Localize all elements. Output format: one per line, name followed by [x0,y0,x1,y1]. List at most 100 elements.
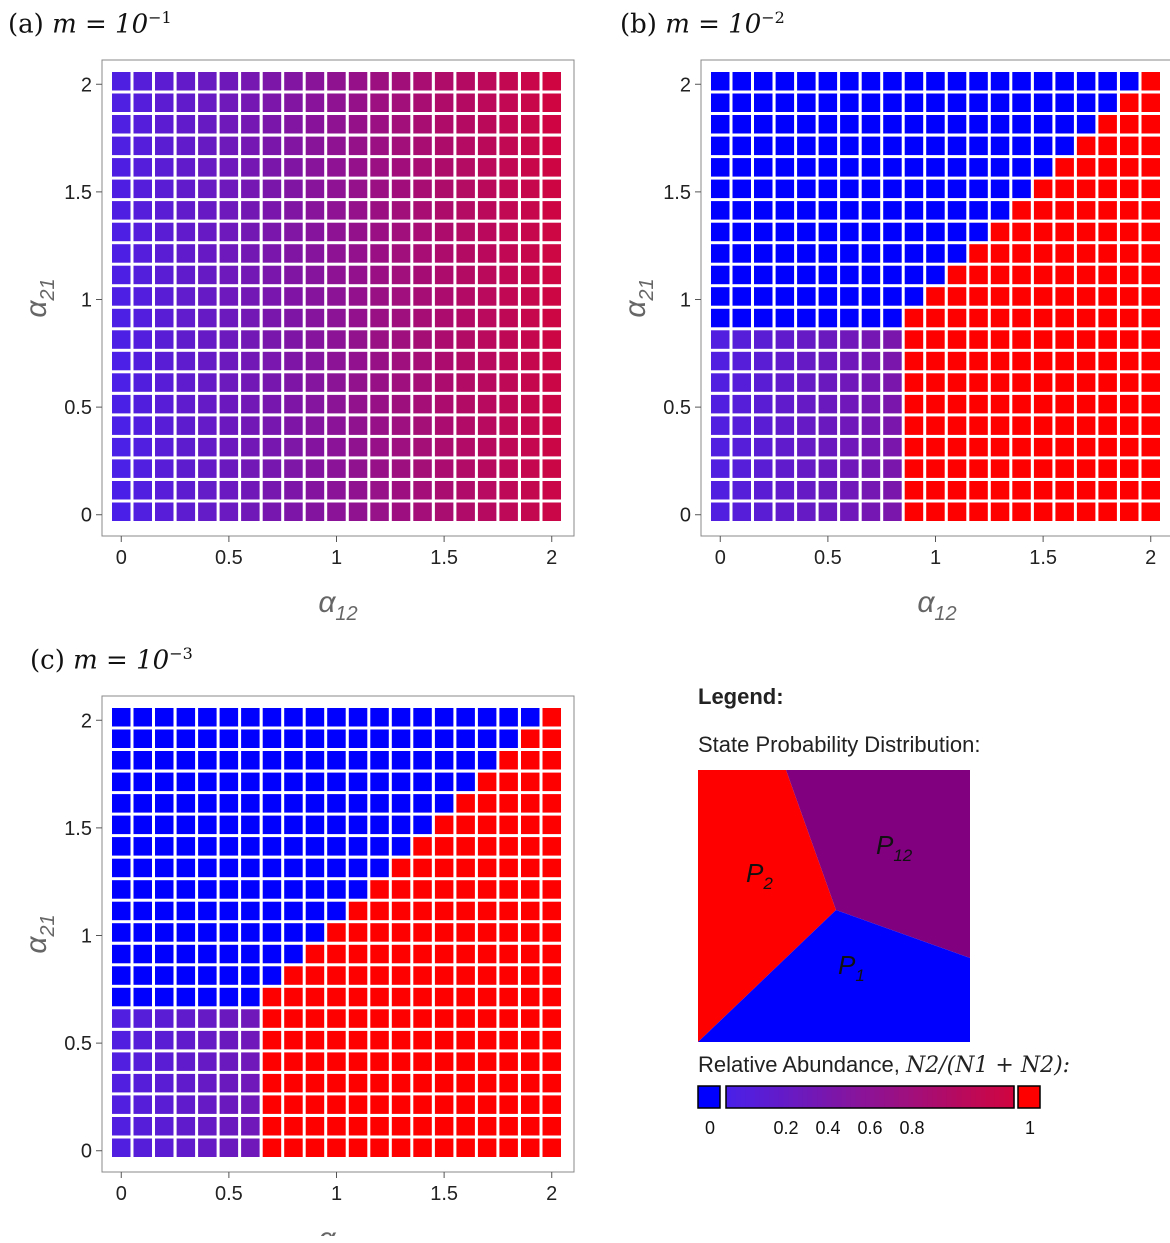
heatmap-cell [262,287,282,306]
heatmap-cell [241,136,260,156]
heatmap-cell [133,901,152,921]
heatmap-cell [711,201,730,220]
heatmap-cell [521,1117,540,1136]
heatmap-cell [391,815,411,835]
heatmap-cell [1076,93,1096,112]
heatmap-cell [1141,265,1160,285]
heatmap-cell [1012,115,1031,134]
heatmap-cell [305,179,325,199]
heatmap-cell [241,1009,260,1028]
colorbar-tick-label: 0.4 [815,1118,840,1138]
heatmap-cell [926,222,945,242]
heatmap-cell [176,923,196,942]
heatmap-cell [926,287,945,306]
heatmap-cell [219,837,239,856]
heatmap-cell [775,179,795,199]
heatmap-cell [477,1117,497,1136]
heatmap-cell [1076,158,1096,177]
heatmap-cell [305,1052,325,1071]
heatmap-cell [477,815,497,835]
colorbar-segment [961,1086,967,1108]
heatmap-cell [391,244,411,263]
heatmap-cell [155,158,174,177]
heatmap-cell [348,901,368,921]
heatmap-cell [434,265,454,285]
heatmap-cell [456,880,475,899]
heatmap-cell [456,1073,475,1093]
heatmap-cell [477,858,497,878]
heatmap-cell [370,1052,389,1071]
heatmap-cell [133,72,152,91]
heatmap-cell [456,858,475,878]
heatmap-cell [219,287,239,306]
heatmap-cell [456,1095,475,1114]
heatmap-cell [370,115,389,134]
heatmap-cell [477,880,497,899]
heatmap-cell [284,394,303,414]
heatmap-cell [521,966,540,985]
heatmap-cell [990,502,1010,521]
heatmap-cell [926,481,945,500]
heatmap-cell [112,815,131,835]
heatmap-cell [818,72,838,91]
heatmap-cell [198,1138,217,1157]
heatmap-cell [176,330,196,349]
heatmap-cell [1055,244,1074,263]
heatmap-cell [883,222,902,242]
heatmap-cell [391,158,411,177]
heatmap-cell [499,858,518,878]
heatmap-cell [990,351,1010,371]
heatmap-cell [112,222,131,242]
heatmap-cell [904,308,924,328]
heatmap-cell [883,502,902,521]
heatmap-cell [754,416,773,435]
heatmap-cell [327,93,346,112]
heatmap-cell [219,416,239,435]
heatmap-cell [1012,72,1031,91]
heatmap-cell [284,308,303,328]
heatmap-cell [348,179,368,199]
heatmap-cell [327,330,346,349]
heatmap-cell [262,93,282,112]
heatmap-cell [840,115,859,134]
heatmap-cell [477,1009,497,1028]
heatmap-cell [219,880,239,899]
heatmap-cell [262,158,282,177]
heatmap-cell [434,136,454,156]
heatmap-cell [284,481,303,500]
heatmap-cell [176,201,196,220]
heatmap-cell [391,481,411,500]
heatmap-cell [969,459,988,478]
heatmap-cell [1055,158,1074,177]
heatmap-cell [241,987,260,1007]
heatmap-cell [348,373,368,392]
heatmap-cell [241,265,260,285]
heatmap-cell [904,373,924,392]
heatmap-cell [112,308,131,328]
heatmap-cell [732,308,751,328]
heatmap-cell [818,201,838,220]
heatmap-cell [348,416,368,435]
heatmap-cell [521,394,540,414]
heatmap-cell [198,72,217,91]
heatmap-cell [284,351,303,371]
heatmap-cell [305,858,325,878]
heatmap-cell [840,394,859,414]
heatmap-cell [456,772,475,792]
colorbar-segment [826,1086,833,1108]
heatmap-cell [370,287,389,306]
heatmap-cell [1055,72,1074,91]
heatmap-cell [434,987,454,1007]
heatmap-cell [775,351,795,371]
heatmap-cell [262,1095,282,1114]
heatmap-cell [499,351,518,371]
heatmap-cell [1098,351,1117,371]
colorbar-segment [908,1086,914,1108]
heatmap-cell [176,416,196,435]
heatmap-cell [818,115,838,134]
heatmap-cell [112,751,131,770]
heatmap-cell [521,308,540,328]
heatmap-cell [133,1009,152,1028]
heatmap-cell [1141,93,1160,112]
heatmap-cell [1120,502,1139,521]
